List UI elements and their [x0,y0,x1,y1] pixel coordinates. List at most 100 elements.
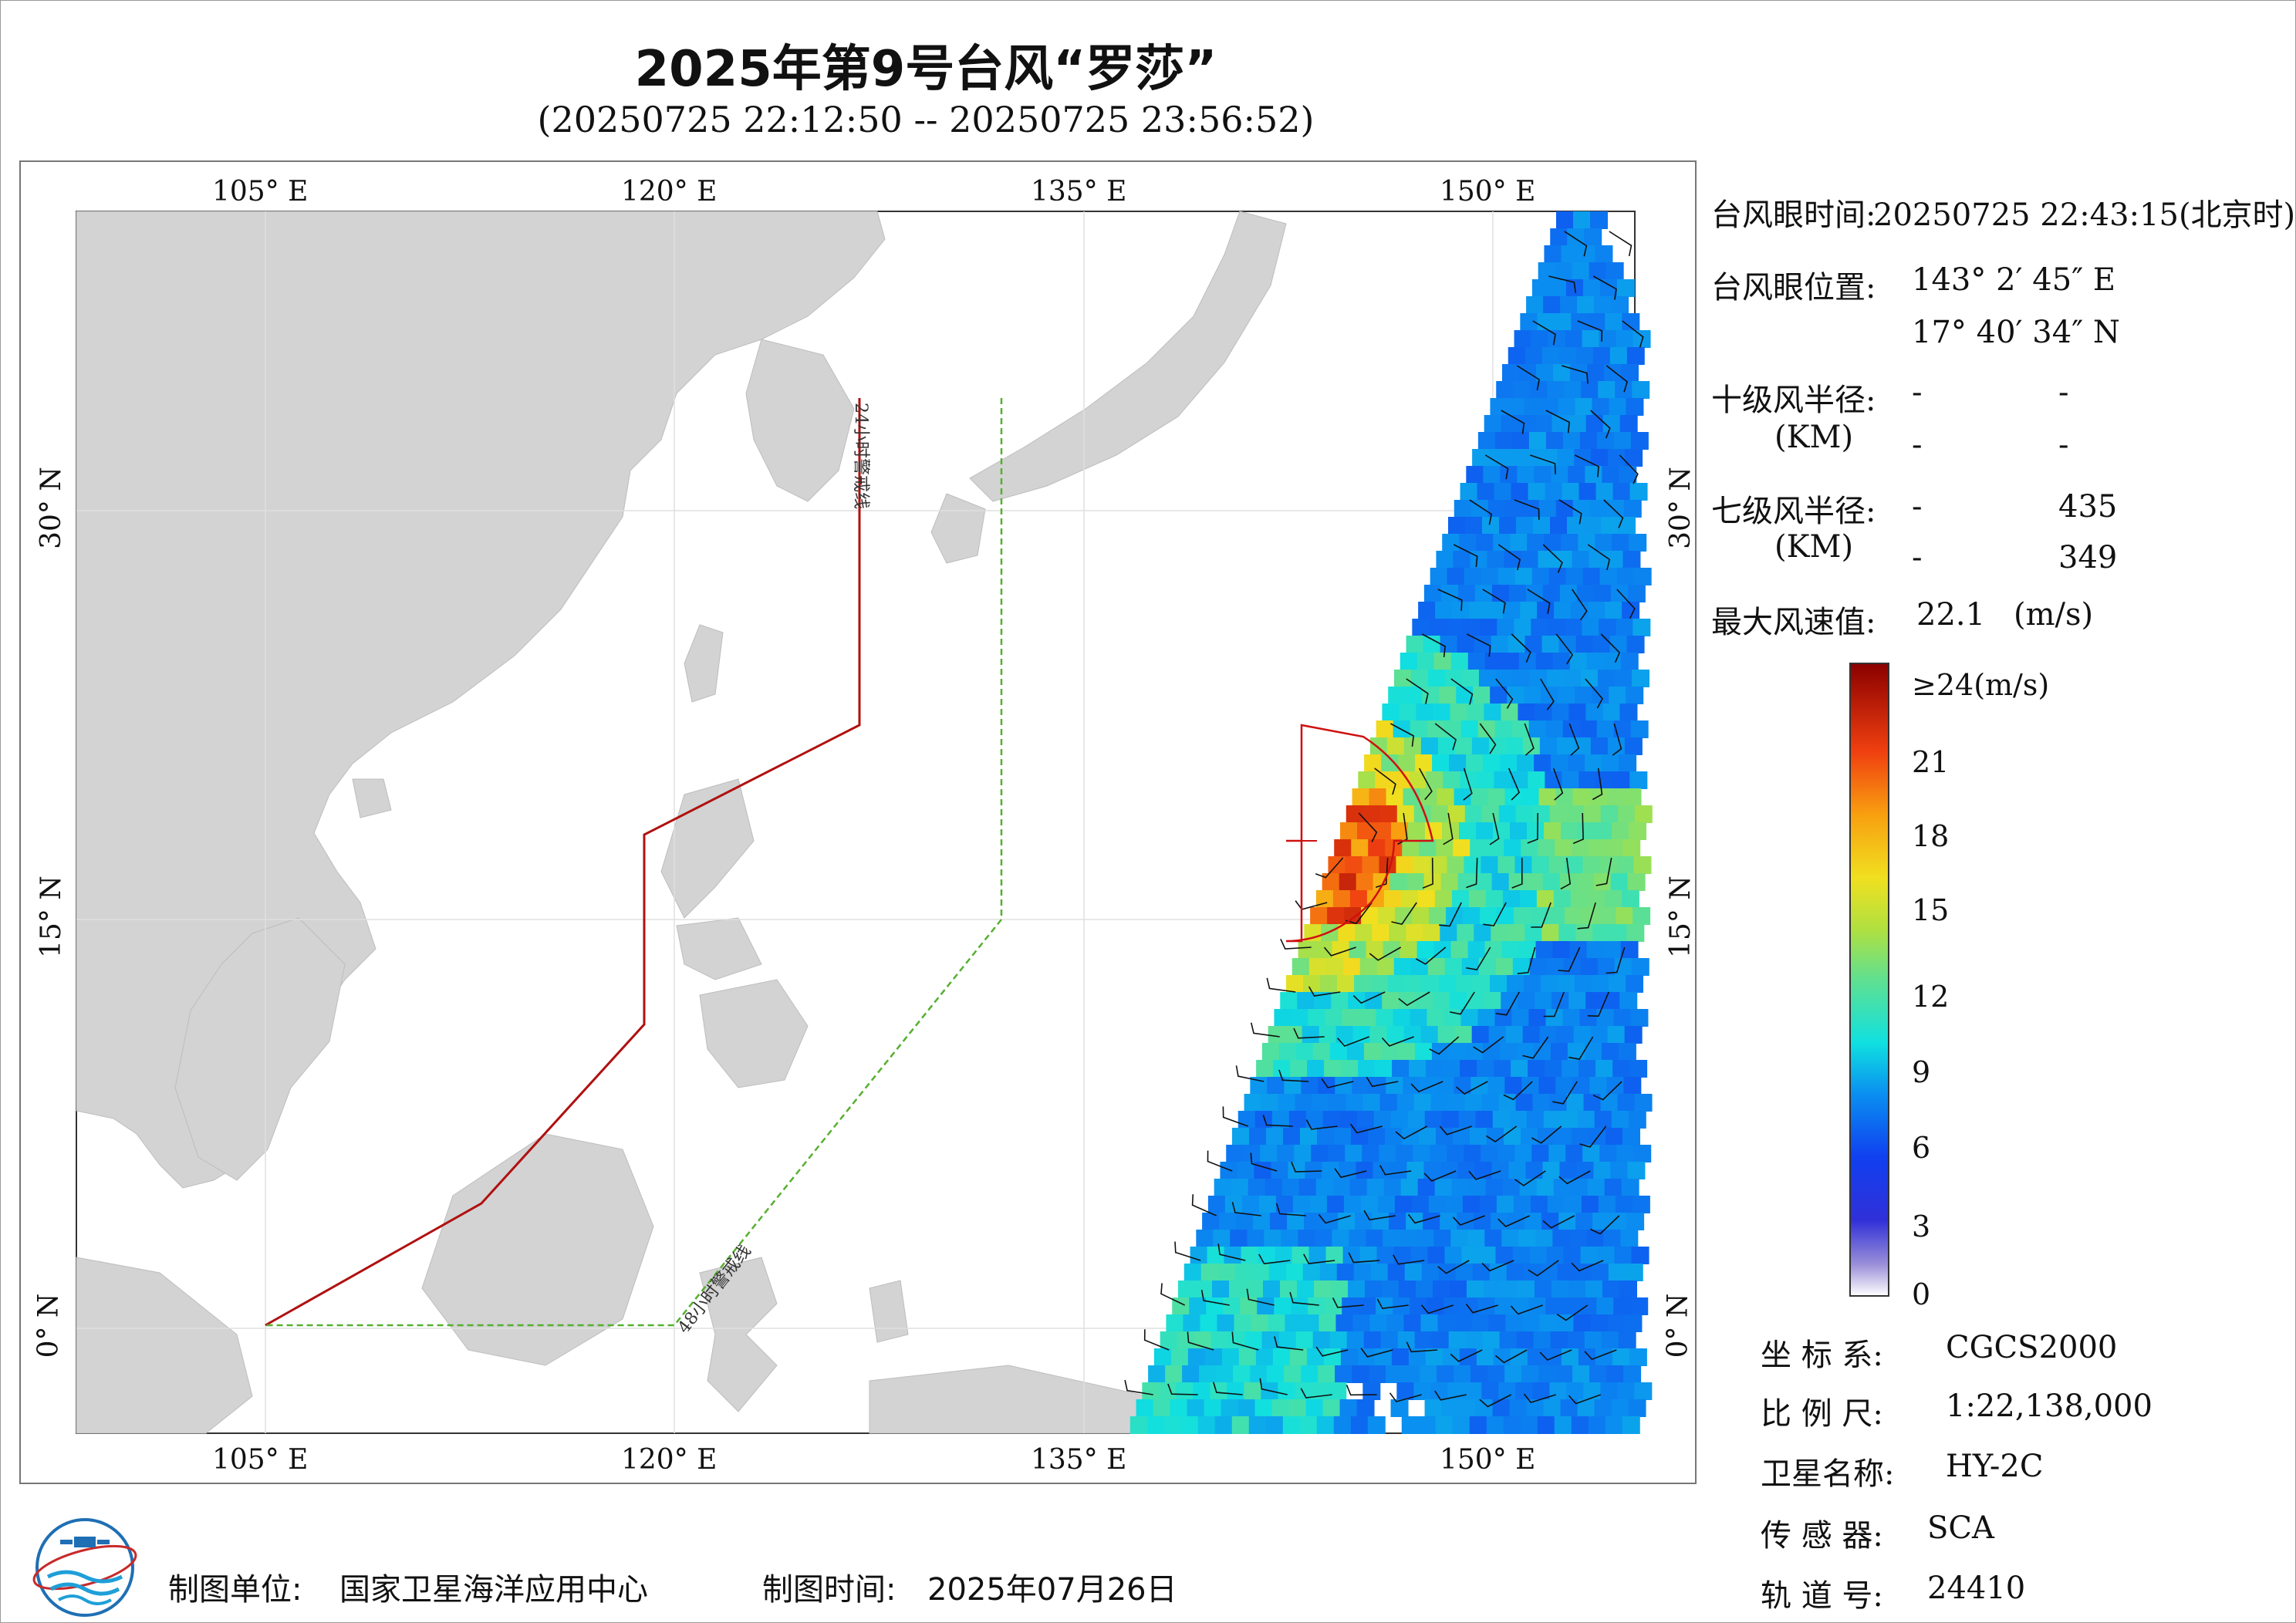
wind-barb [1381,1036,1414,1047]
swath-cell [1447,1145,1465,1162]
swath-cell [1600,1382,1619,1400]
swath-cell [1542,873,1561,891]
sensor-label: 传 感 器: [1761,1518,1883,1554]
swath-cell [1597,1247,1616,1264]
swath-cell [1346,1043,1365,1061]
colorbar-label: 6 [1912,1131,1931,1165]
swath-cell [1460,720,1479,738]
swath-cell [1264,1230,1282,1247]
swath-cell [1467,1281,1484,1298]
swath-cell [1508,347,1526,365]
swath-cell [1556,1026,1575,1044]
swath-cell [1616,907,1634,925]
swath-cell [1368,1128,1386,1146]
swath-cell [1224,1196,1243,1213]
swath-cell [1491,873,1510,891]
swath-cell [1522,1314,1541,1332]
swath-cell [1567,517,1585,535]
swath-cell [1527,822,1545,840]
swath-cell [1612,1348,1630,1366]
wind-barb [1222,1106,1248,1127]
swath-cell [1603,1230,1622,1247]
lat-tick-left: 15° N [35,876,67,958]
swath-cell [1409,771,1427,789]
wind-barb [1463,768,1473,801]
wind-barb [1389,723,1415,747]
swath-cell [1229,1281,1247,1298]
swath-cell [1362,805,1381,823]
swath-cell [1447,1094,1466,1112]
swath-cell [1577,296,1595,314]
swath-cell [1359,1297,1377,1315]
wind-barb [1574,454,1599,477]
swath-cell [1633,330,1651,348]
swath-cell [1176,1382,1194,1400]
wind-barb [1465,1304,1498,1314]
swath-cell [1540,1264,1558,1281]
swath-cell [1481,1145,1499,1162]
swath-cell [1376,1009,1394,1027]
swath-cell [1477,483,1495,501]
swath-cell [1578,534,1596,552]
swath-cell [1358,1060,1376,1078]
swath-cell [1487,500,1506,518]
swath-cell [1243,1145,1261,1162]
swath-cell [1466,466,1484,484]
swath-cell [1355,924,1373,942]
swath-cell [1238,1348,1257,1366]
swath-cell [1357,822,1375,840]
swath-cell [1273,1060,1292,1078]
wind-barb [1437,1260,1470,1274]
wind-barb [1416,946,1447,965]
swath-cell [1437,1077,1455,1095]
swath-cell [1153,1399,1171,1417]
swath-cell [1234,1264,1253,1281]
wind-barb [1479,1394,1512,1408]
swath-cell [1495,958,1514,976]
wind-barb [1530,454,1556,474]
swath-cell [1570,890,1589,908]
swath-cell [1226,1145,1244,1162]
swath-cell [1325,1009,1343,1027]
swath-cell [1403,1365,1421,1383]
swath-cell [1531,279,1550,297]
wind-barb [1346,1385,1377,1396]
swath-cell [1604,1179,1622,1196]
swath-cell [1587,890,1606,908]
swath-cell [1465,1043,1484,1061]
swath-cell [1460,771,1478,789]
swath-cell [1342,1247,1361,1264]
wind-barb [1443,812,1454,845]
swath-cell [1469,1416,1487,1434]
swath-cell [1430,1145,1448,1162]
wind-barb [1291,1161,1322,1173]
swath-cell [1160,1331,1178,1349]
wind-barb [1612,723,1622,756]
swath-cell [1616,619,1634,636]
swath-cell [1511,483,1529,501]
swath-cell [1244,1094,1262,1112]
swath-cell [1223,1297,1241,1315]
swath-cell [1450,704,1468,721]
wind-barb [1293,1027,1325,1039]
swath-cell [1609,924,1628,942]
swath-cell [1535,941,1554,959]
swath-cell [1481,568,1499,585]
swath-cell [1539,737,1558,755]
swath-cell [1337,975,1355,993]
swath-cell [1628,1111,1646,1129]
swath-cell [1428,1196,1447,1213]
swath-cell [1608,1264,1626,1281]
swath-cell [1437,1314,1456,1332]
swath-cell [1492,1111,1511,1129]
wind-barb [1616,589,1636,619]
swath-cell [1423,1162,1442,1179]
swath-cell [1389,873,1408,891]
swath-cell [1221,1399,1239,1417]
swath-cell [1352,1077,1370,1095]
swath-cell [1254,1399,1273,1417]
swath-cell [1599,279,1618,297]
swath-cell [1604,890,1622,908]
swath-cell [1537,602,1555,619]
swath-cell [1400,1179,1419,1196]
